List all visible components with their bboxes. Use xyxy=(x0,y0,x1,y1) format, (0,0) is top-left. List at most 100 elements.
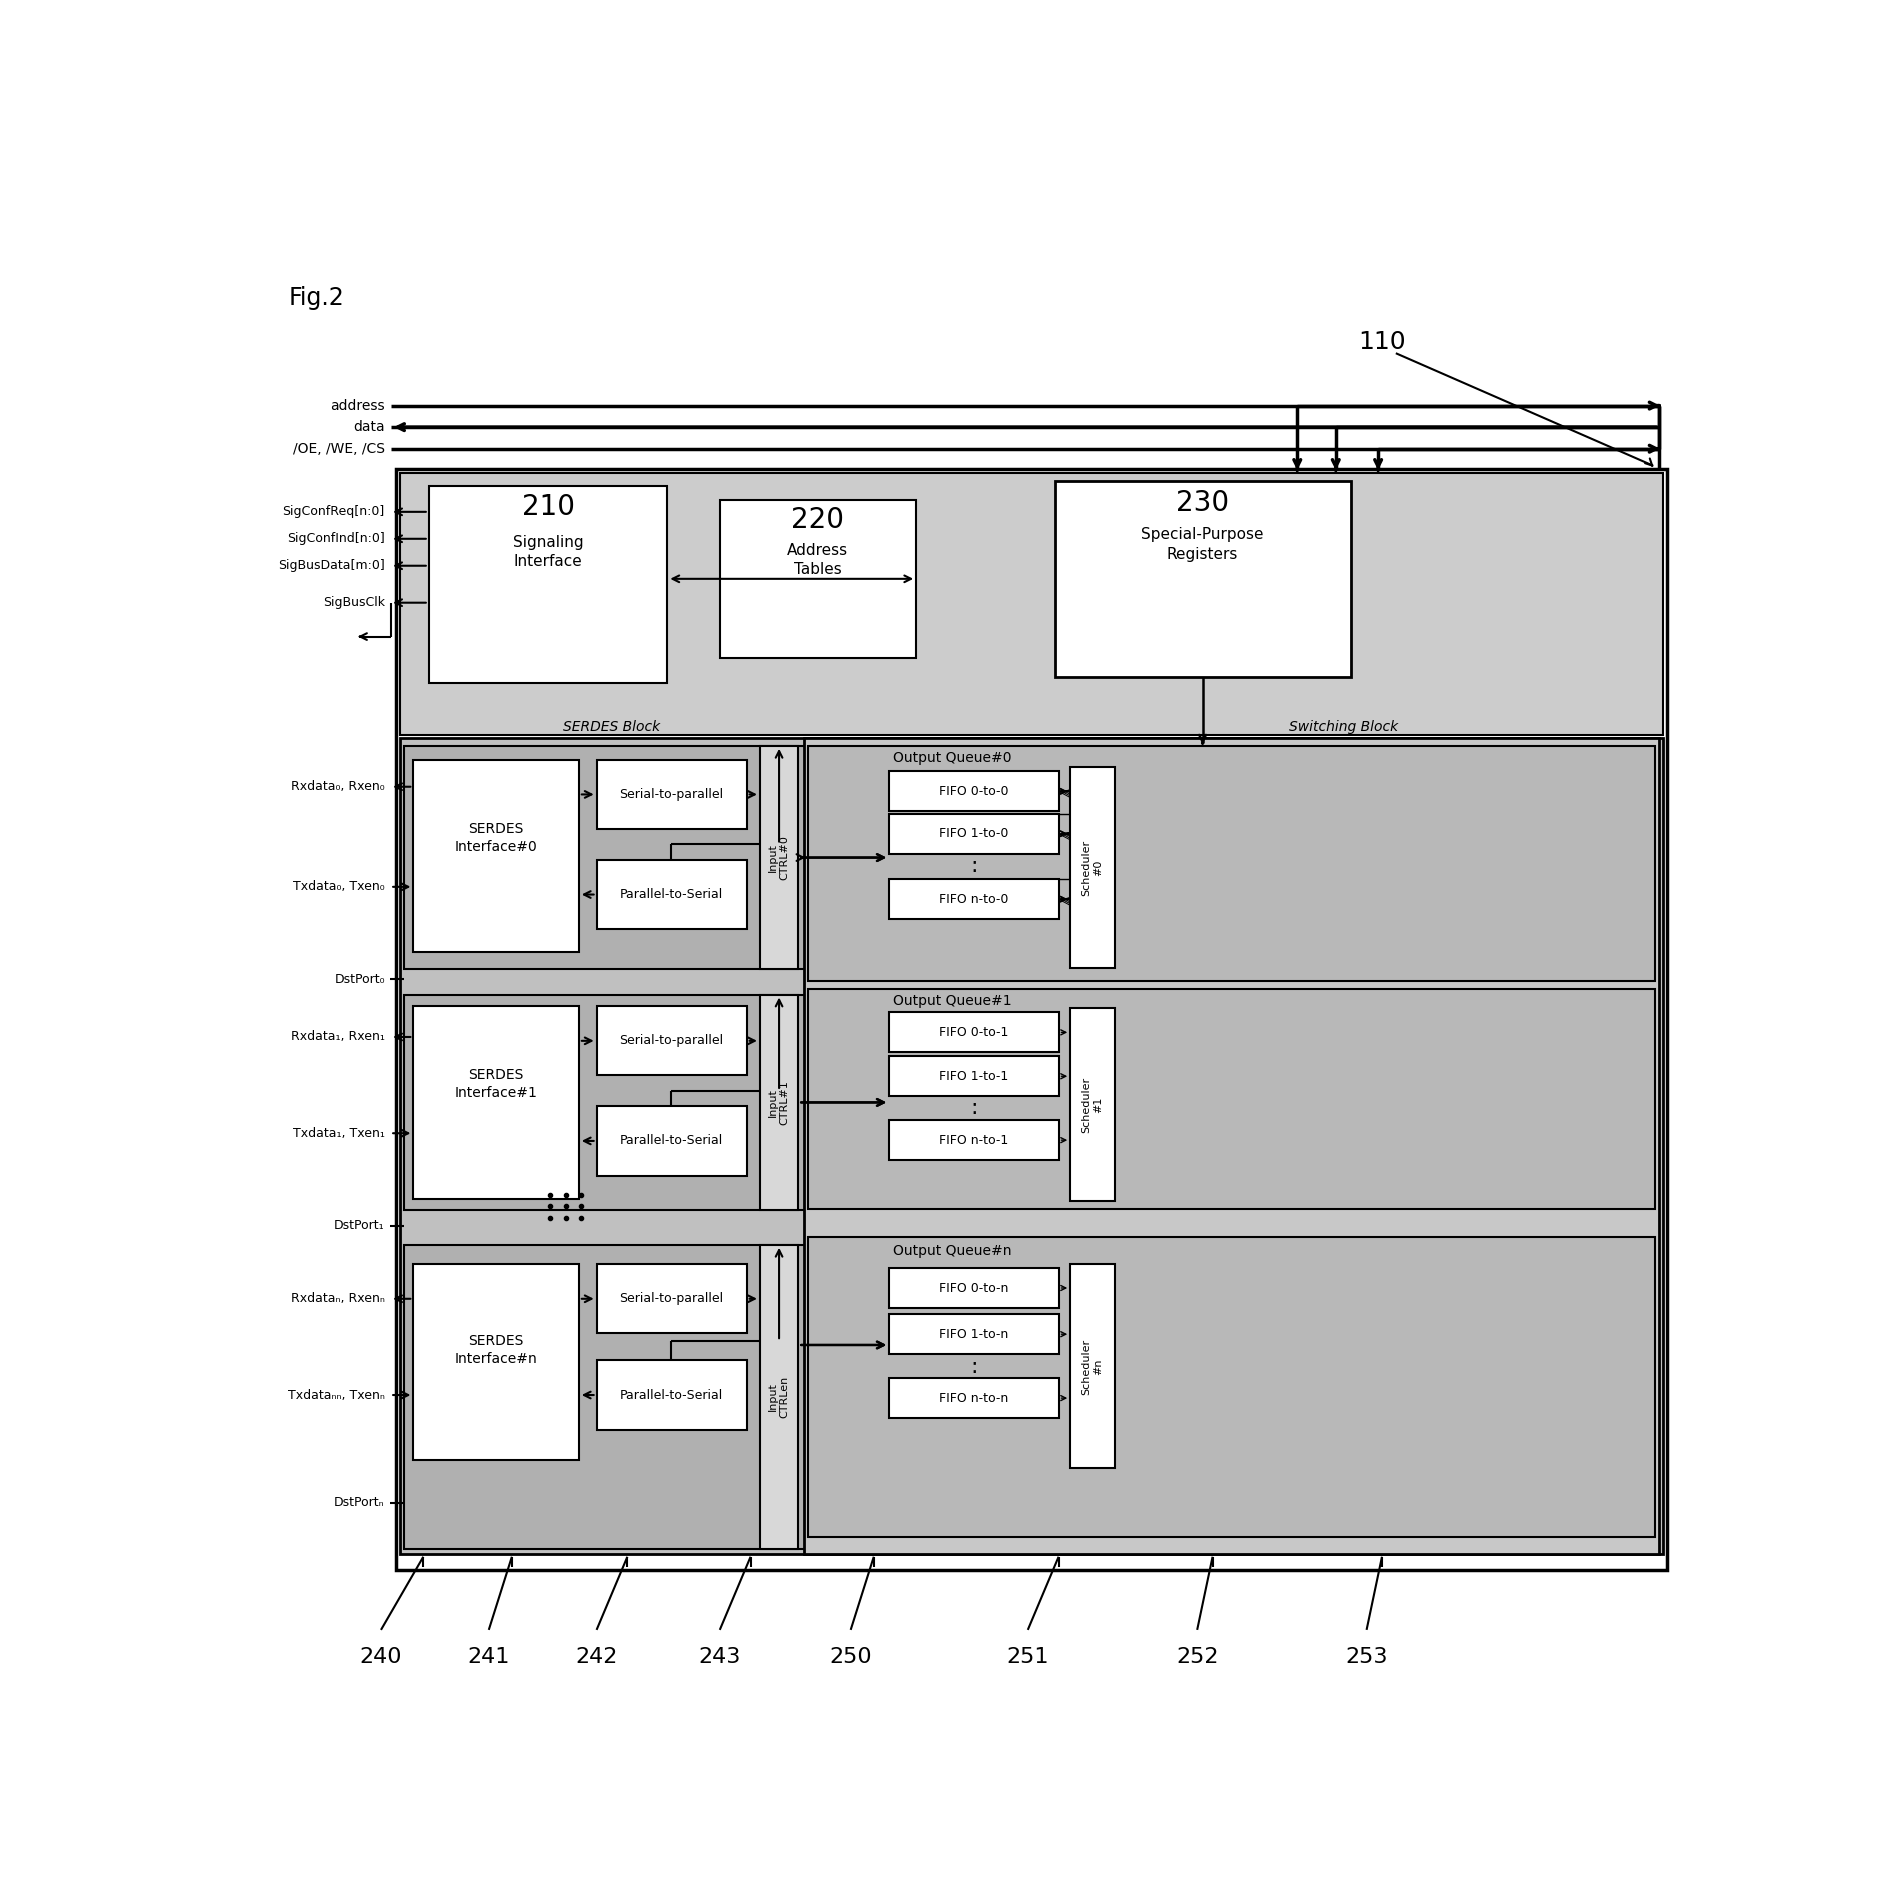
Text: FIFO 0-to-1: FIFO 0-to-1 xyxy=(939,1026,1009,1040)
Text: Output Queue#0: Output Queue#0 xyxy=(893,752,1011,765)
Text: DstPort₁: DstPort₁ xyxy=(335,1219,384,1232)
Bar xyxy=(401,739,1663,1554)
Text: SigConfInd[n:0]: SigConfInd[n:0] xyxy=(287,533,384,545)
Bar xyxy=(597,1005,747,1076)
Text: Input
CTRL#0: Input CTRL#0 xyxy=(768,836,791,880)
Bar xyxy=(808,746,1656,981)
Text: FIFO 0-to-0: FIFO 0-to-0 xyxy=(939,784,1009,798)
Bar xyxy=(808,990,1656,1209)
Text: DstPortₙ: DstPortₙ xyxy=(335,1497,384,1510)
Text: Output Queue#1: Output Queue#1 xyxy=(893,994,1011,1007)
Text: SERDES: SERDES xyxy=(468,1068,523,1083)
Bar xyxy=(597,1359,747,1430)
Text: 220: 220 xyxy=(791,506,844,533)
Text: 251: 251 xyxy=(1006,1647,1049,1666)
Text: Parallel-to-Serial: Parallel-to-Serial xyxy=(620,1135,722,1148)
Text: Input
CTRL#1: Input CTRL#1 xyxy=(768,1080,791,1125)
Bar xyxy=(890,1268,1059,1308)
Text: Scheduler
#n: Scheduler #n xyxy=(1082,1339,1103,1394)
Bar xyxy=(1070,1009,1114,1201)
Bar xyxy=(760,1245,798,1550)
Text: FIFO 1-to-n: FIFO 1-to-n xyxy=(939,1327,1009,1340)
Text: Rxdataₙ, Rxenₙ: Rxdataₙ, Rxenₙ xyxy=(291,1293,384,1306)
Text: 110: 110 xyxy=(1357,331,1407,354)
Text: FIFO n-to-1: FIFO n-to-1 xyxy=(939,1133,1009,1146)
Text: :: : xyxy=(970,857,977,876)
Text: SigBusClk: SigBusClk xyxy=(323,596,384,609)
Text: Interface#1: Interface#1 xyxy=(454,1085,538,1101)
Text: Scheduler
#0: Scheduler #0 xyxy=(1082,840,1103,895)
Text: 243: 243 xyxy=(698,1647,741,1666)
Bar xyxy=(808,1238,1656,1538)
Bar xyxy=(890,1314,1059,1354)
Text: Serial-to-parallel: Serial-to-parallel xyxy=(620,1034,722,1047)
Text: Txdataₙₙ, Txenₙ: Txdataₙₙ, Txenₙ xyxy=(287,1388,384,1401)
Bar xyxy=(405,1245,871,1550)
Text: FIFO 1-to-1: FIFO 1-to-1 xyxy=(939,1070,1009,1083)
Text: FIFO n-to-0: FIFO n-to-0 xyxy=(939,893,1009,906)
Text: Txdata₁, Txen₁: Txdata₁, Txen₁ xyxy=(293,1127,384,1140)
Text: Interface#n: Interface#n xyxy=(454,1352,538,1365)
Bar xyxy=(890,1120,1059,1160)
Bar xyxy=(405,746,871,969)
Text: Address: Address xyxy=(787,543,848,558)
Bar xyxy=(597,1264,747,1333)
Text: Output Queue#n: Output Queue#n xyxy=(893,1243,1011,1259)
Bar xyxy=(1055,482,1352,678)
Text: DstPort₀: DstPort₀ xyxy=(335,973,384,986)
Bar xyxy=(401,474,1663,735)
Text: Serial-to-parallel: Serial-to-parallel xyxy=(620,1293,722,1306)
Text: Registers: Registers xyxy=(1167,546,1238,562)
Bar xyxy=(397,468,1667,1569)
Text: SERDES: SERDES xyxy=(468,823,523,836)
Bar xyxy=(890,813,1059,853)
Text: Rxdata₁, Rxen₁: Rxdata₁, Rxen₁ xyxy=(291,1030,384,1043)
Bar xyxy=(890,1013,1059,1053)
Text: 253: 253 xyxy=(1346,1647,1388,1666)
Text: Special-Purpose: Special-Purpose xyxy=(1141,527,1264,543)
Text: 242: 242 xyxy=(576,1647,618,1666)
Bar xyxy=(890,880,1059,920)
Text: Tables: Tables xyxy=(795,562,842,577)
Text: :: : xyxy=(970,1099,977,1118)
Bar xyxy=(890,1378,1059,1418)
Text: FIFO n-to-n: FIFO n-to-n xyxy=(939,1392,1009,1405)
Text: Input
CTRLen: Input CTRLen xyxy=(768,1375,791,1418)
Text: 250: 250 xyxy=(829,1647,873,1666)
Text: address: address xyxy=(331,398,384,413)
Bar xyxy=(413,1264,580,1460)
Bar xyxy=(720,501,916,659)
Bar xyxy=(804,739,1660,1554)
Text: SERDES: SERDES xyxy=(468,1335,523,1348)
Text: 252: 252 xyxy=(1177,1647,1219,1666)
Text: data: data xyxy=(354,421,384,434)
Text: Switching Block: Switching Block xyxy=(1289,720,1397,735)
Bar xyxy=(413,1005,580,1200)
Text: SigConfReq[n:0]: SigConfReq[n:0] xyxy=(283,505,384,518)
Text: Fig.2: Fig.2 xyxy=(289,286,344,310)
Bar xyxy=(760,746,798,969)
Bar xyxy=(413,760,580,952)
Text: Interface: Interface xyxy=(513,554,582,569)
Bar xyxy=(597,1106,747,1175)
Bar xyxy=(760,994,798,1211)
Text: Signaling: Signaling xyxy=(513,535,584,550)
Text: FIFO 0-to-n: FIFO 0-to-n xyxy=(939,1281,1009,1295)
Text: Interface#0: Interface#0 xyxy=(454,840,538,853)
Text: 210: 210 xyxy=(521,493,574,522)
Bar xyxy=(1070,767,1114,967)
Text: SigBusData[m:0]: SigBusData[m:0] xyxy=(278,560,384,573)
Text: Rxdata₀, Rxen₀: Rxdata₀, Rxen₀ xyxy=(291,781,384,794)
Text: 241: 241 xyxy=(468,1647,509,1666)
Text: /OE, /WE, /CS: /OE, /WE, /CS xyxy=(293,442,384,455)
Bar xyxy=(430,486,667,684)
Bar xyxy=(405,994,871,1211)
Text: :: : xyxy=(970,1356,977,1377)
Bar xyxy=(1070,1264,1114,1468)
Bar xyxy=(890,771,1059,811)
Bar xyxy=(597,760,747,828)
Text: 230: 230 xyxy=(1177,489,1230,518)
Text: Parallel-to-Serial: Parallel-to-Serial xyxy=(620,1388,722,1401)
Text: Txdata₀, Txen₀: Txdata₀, Txen₀ xyxy=(293,880,384,893)
Text: Scheduler
#1: Scheduler #1 xyxy=(1082,1076,1103,1133)
